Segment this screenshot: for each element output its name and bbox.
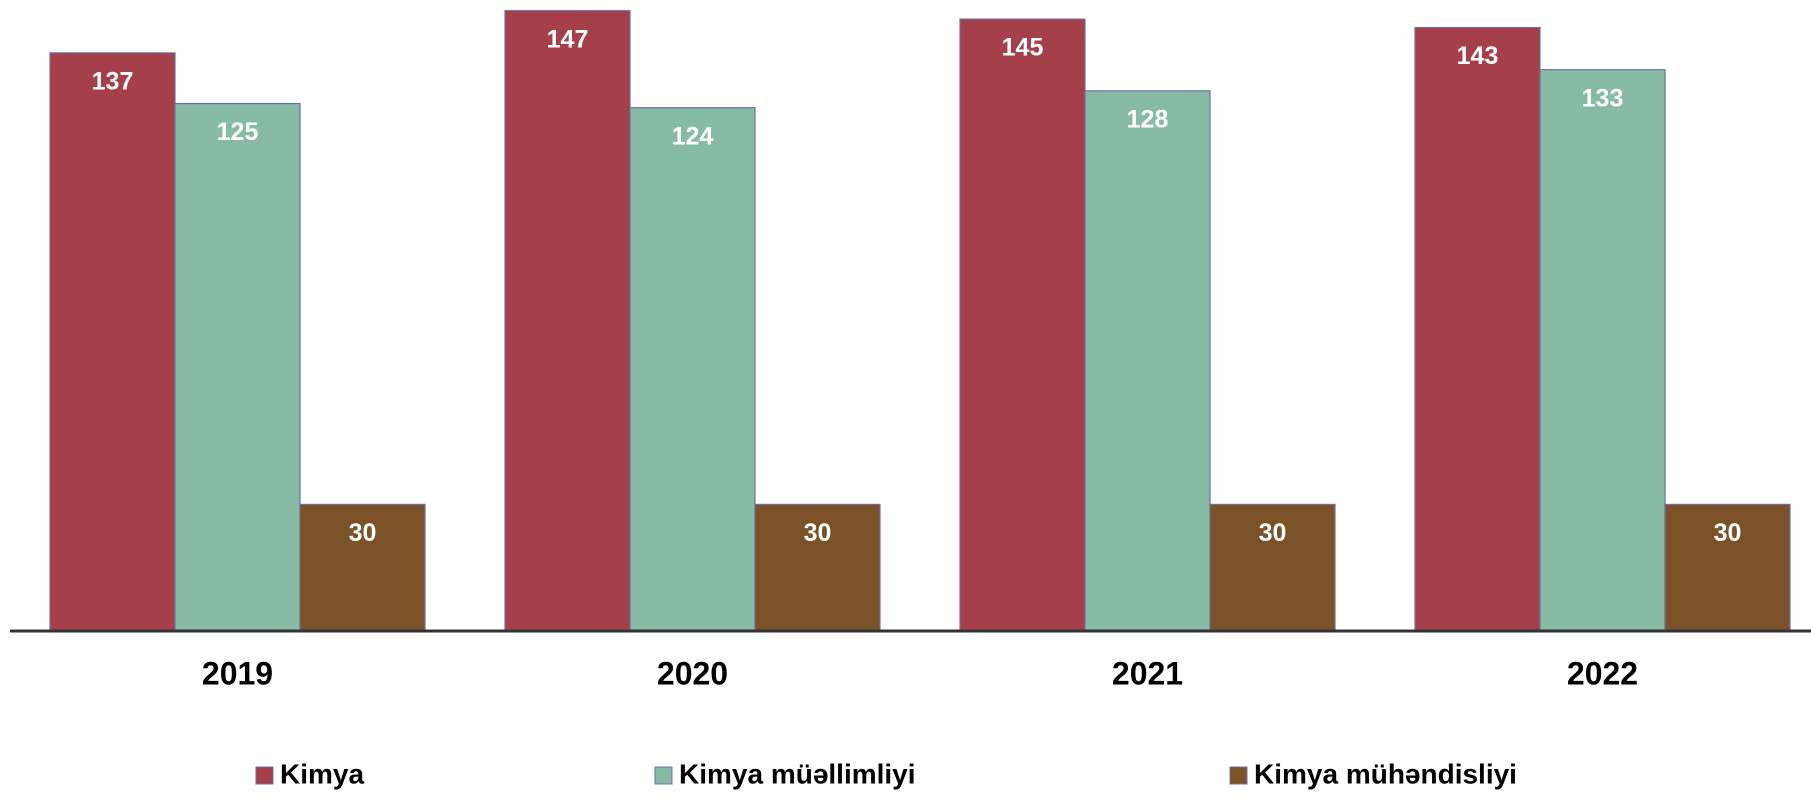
data-label: 30 — [1259, 519, 1287, 547]
legend-swatch — [1229, 766, 1248, 785]
bar — [1664, 503, 1791, 632]
data-label: 30 — [1714, 519, 1742, 547]
data-label: 133 — [1582, 84, 1624, 112]
bar — [959, 18, 1086, 632]
bar — [299, 503, 426, 632]
bar — [1414, 26, 1541, 632]
data-label: 125 — [217, 118, 259, 146]
bar — [754, 503, 881, 632]
data-label: 147 — [547, 25, 589, 53]
bar — [1539, 69, 1666, 632]
bar — [629, 107, 756, 632]
bar — [174, 102, 301, 632]
data-label: 124 — [672, 122, 714, 150]
legend-label: Kimya — [280, 758, 364, 789]
bar — [1209, 503, 1336, 632]
x-tick-label: 2019 — [202, 655, 273, 691]
legend-label: Kimya mühəndisliyi — [1254, 758, 1517, 789]
data-label: 30 — [804, 519, 832, 547]
x-tick-label: 2020 — [657, 655, 728, 691]
data-label: 143 — [1457, 42, 1499, 70]
legend-swatch — [654, 766, 673, 785]
legend-label: Kimya müəllimliyi — [679, 758, 916, 789]
x-tick-label: 2021 — [1112, 655, 1183, 691]
data-label: 137 — [92, 67, 134, 95]
bar — [49, 52, 176, 632]
legend-swatch — [255, 766, 274, 785]
data-label: 30 — [349, 519, 377, 547]
x-tick-label: 2022 — [1567, 655, 1638, 691]
bar — [1084, 90, 1211, 632]
bar — [504, 10, 631, 632]
data-label: 128 — [1127, 105, 1169, 133]
data-label: 145 — [1002, 34, 1044, 62]
